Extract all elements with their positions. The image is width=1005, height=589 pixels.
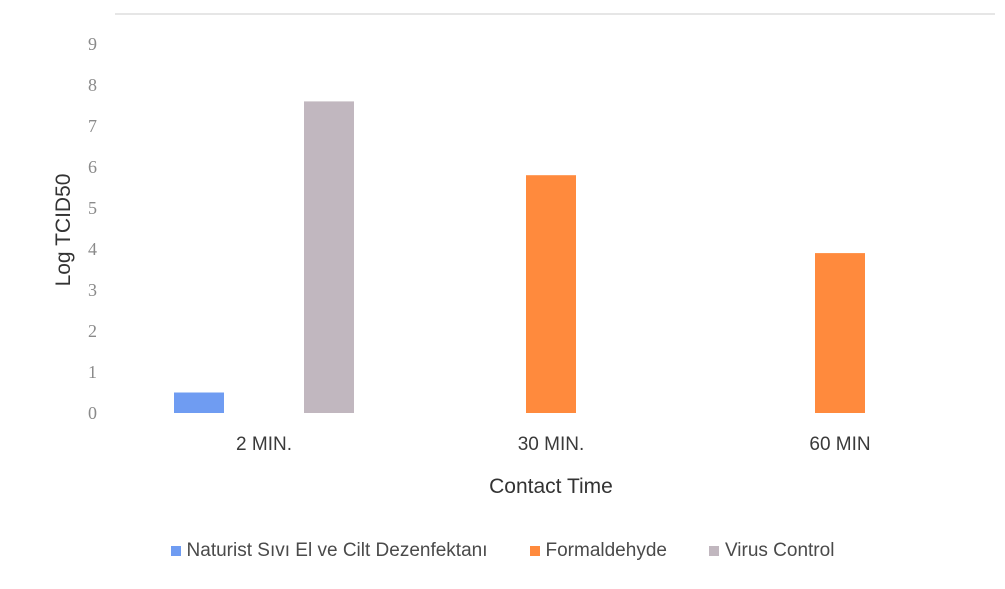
legend-swatch <box>529 546 540 556</box>
chart-top-border <box>115 13 995 15</box>
y-tick-label: 3 <box>88 280 97 300</box>
y-tick-label: 1 <box>88 362 97 382</box>
legend: Naturist Sıvı El ve Cilt Dezenfektanı For… <box>0 540 1005 562</box>
x-tick-label: 30 MIN. <box>518 434 585 455</box>
y-tick-label: 8 <box>88 75 97 95</box>
y-tick-label: 9 <box>88 34 97 54</box>
legend-swatch <box>708 546 719 556</box>
legend-item: Virus Control <box>708 540 835 562</box>
legend-item: Naturist Sıvı El ve Cilt Dezenfektanı <box>170 540 488 562</box>
y-tick-label: 2 <box>88 321 97 341</box>
bar <box>174 392 224 413</box>
y-axis-title: Log TCID50 <box>52 174 75 287</box>
bar <box>526 175 576 413</box>
bar <box>815 253 865 413</box>
x-axis-labels: 2 MIN. 30 MIN. 60 MIN <box>236 434 871 455</box>
y-axis-ticks: 0 1 2 3 4 5 6 7 8 9 <box>88 34 97 423</box>
x-axis-title: Contact Time <box>489 475 613 498</box>
bars <box>174 101 865 414</box>
legend-label: Formaldehyde <box>545 540 667 561</box>
legend-item: Formaldehyde <box>529 540 667 562</box>
legend-swatch <box>170 546 181 556</box>
y-tick-label: 7 <box>88 116 97 136</box>
y-tick-label: 0 <box>88 403 97 423</box>
x-tick-label: 2 MIN. <box>236 434 292 455</box>
x-tick-label: 60 MIN <box>809 434 870 455</box>
legend-label: Virus Control <box>724 540 835 561</box>
y-tick-label: 6 <box>88 157 97 177</box>
y-tick-label: 5 <box>88 198 97 218</box>
y-tick-label: 4 <box>88 239 97 259</box>
bar <box>304 101 354 414</box>
legend-label: Naturist Sıvı El ve Cilt Dezenfektanı <box>186 540 488 561</box>
